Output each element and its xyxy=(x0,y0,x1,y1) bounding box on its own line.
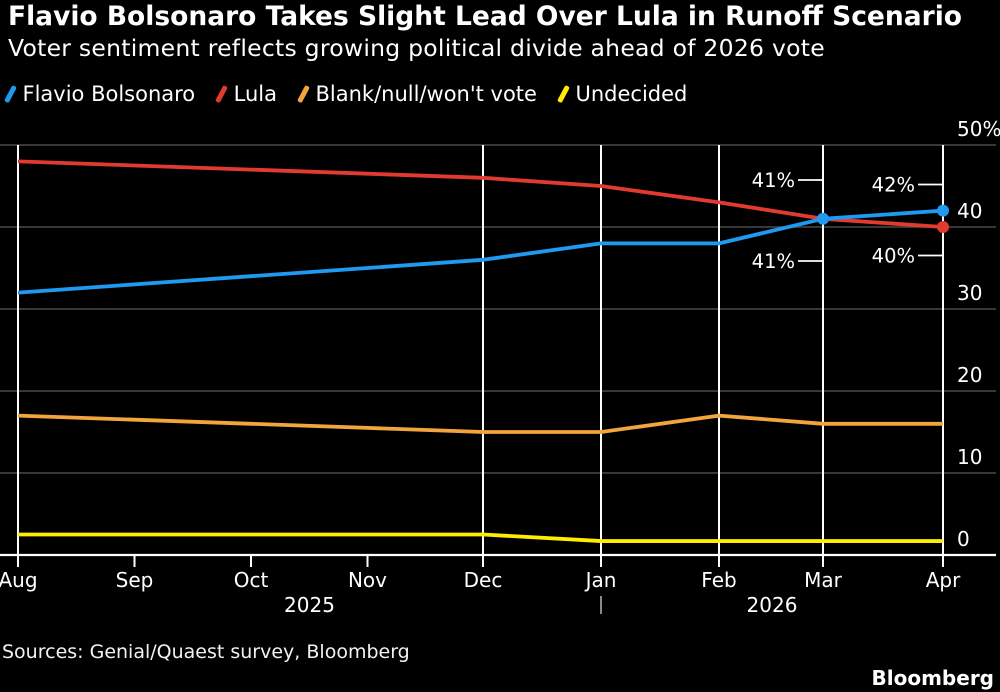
x-axis-label: Feb xyxy=(701,568,736,592)
series-line-1 xyxy=(17,159,944,229)
legend-label: Undecided xyxy=(575,82,688,106)
x-axis-label: Nov xyxy=(348,568,387,592)
y-axis-label: 50% xyxy=(957,117,1000,141)
series-marker xyxy=(937,221,949,233)
legend-label: Blank/null/won't vote xyxy=(315,82,537,106)
chart-title: Flavio Bolsonaro Takes Slight Lead Over … xyxy=(8,1,963,32)
legend-label: Lula xyxy=(233,82,277,106)
y-axis-label: 10 xyxy=(957,445,982,469)
annotation-label: 40% xyxy=(872,245,915,268)
x-axis-label: Jan xyxy=(584,568,617,592)
legend-label: Flavio Bolsonaro xyxy=(22,82,196,106)
annotation-label: 42% xyxy=(872,174,915,197)
x-axis-label: Dec xyxy=(464,568,503,592)
series-line-2 xyxy=(17,413,943,434)
legend: Flavio Bolsonaro Lula Blank/null/won't vot… xyxy=(4,82,711,106)
year-label: 2026 xyxy=(747,593,798,617)
series-marker xyxy=(937,204,949,217)
legend-item: Flavio Bolsonaro xyxy=(4,82,196,106)
series-marker xyxy=(817,212,829,225)
y-axis-label: 0 xyxy=(957,527,970,551)
x-axis-label: Mar xyxy=(804,568,843,592)
source-note: Sources: Genial/Quaest survey, Bloomberg xyxy=(2,641,410,663)
series-line-3 xyxy=(18,532,943,543)
legend-item: Lula xyxy=(215,82,277,106)
annotation-label: 41% xyxy=(752,250,795,273)
x-axis-label: Sep xyxy=(116,568,154,592)
x-axis-label: Apr xyxy=(926,568,961,592)
annotation-label: 41% xyxy=(752,169,795,192)
legend-item: Blank/null/won't vote xyxy=(297,82,537,106)
bloomberg-logo: Bloomberg xyxy=(871,666,994,690)
x-axis-label: Oct xyxy=(234,568,269,592)
y-axis-label: 40 xyxy=(957,199,982,223)
chart-subtitle: Voter sentiment reflects growing politic… xyxy=(8,34,825,62)
y-axis-label: 20 xyxy=(957,363,982,387)
x-axis-label: Aug xyxy=(0,568,38,592)
y-axis-label: 30 xyxy=(957,281,982,305)
series-line-0 xyxy=(17,208,944,295)
legend-item: Undecided xyxy=(557,82,688,106)
year-label: 2025 xyxy=(284,593,335,617)
